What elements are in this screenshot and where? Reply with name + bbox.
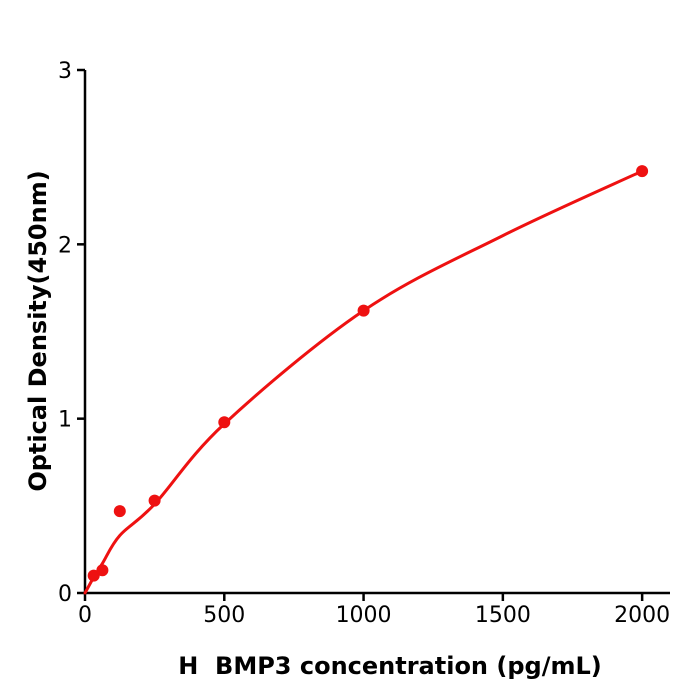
x-tick-label: 0 bbox=[78, 603, 92, 628]
y-tick-label: 3 bbox=[58, 59, 72, 84]
y-tick-label: 2 bbox=[58, 233, 72, 258]
data-point bbox=[113, 505, 126, 518]
x-tick-label: 2000 bbox=[614, 603, 670, 628]
y-axis-label: Optical Density(450nm) bbox=[24, 170, 52, 491]
y-tick-label: 0 bbox=[58, 582, 72, 607]
axes-layer: 0 500 1000 1500 2000 0 1 2 3 bbox=[58, 59, 670, 628]
data-point bbox=[636, 165, 649, 178]
plot-layer bbox=[83, 165, 649, 595]
x-tick-label: 1500 bbox=[475, 603, 531, 628]
data-point bbox=[357, 304, 370, 317]
data-point bbox=[218, 416, 231, 429]
data-point bbox=[96, 564, 109, 577]
x-axis-label: H BMP3 concentration (pg/mL) bbox=[178, 652, 602, 680]
data-point bbox=[148, 494, 161, 507]
x-tick-label: 500 bbox=[203, 603, 245, 628]
y-tick-label: 1 bbox=[58, 408, 72, 433]
x-tick-label: 1000 bbox=[336, 603, 392, 628]
axis-spines bbox=[83, 70, 670, 595]
data-point bbox=[87, 569, 100, 582]
fitted-curve-line bbox=[83, 169, 644, 595]
